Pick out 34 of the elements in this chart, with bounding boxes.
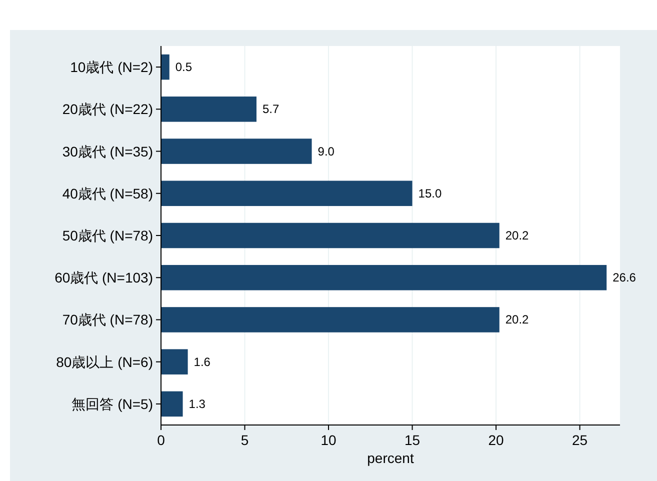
- y-tick-label: 無回答 (N=5): [72, 396, 153, 412]
- x-tick-label: 5: [240, 432, 249, 448]
- y-tick-label: 10歳代 (N=2): [70, 59, 153, 76]
- data-label: 26.6: [612, 270, 636, 285]
- y-tick-label: 80歳以上 (N=6): [56, 354, 153, 370]
- bar: [161, 54, 170, 80]
- x-tick-label: 10: [320, 432, 337, 448]
- bar: [161, 138, 312, 164]
- data-label: 1.6: [194, 354, 211, 369]
- data-label: 5.7: [262, 102, 280, 116]
- data-label: 15.0: [418, 186, 442, 200]
- x-tick-label: 0: [157, 432, 166, 448]
- x-tick-label: 20: [488, 432, 504, 448]
- bar: [161, 307, 500, 332]
- x-tick-label: 25: [572, 432, 588, 448]
- x-tick-label: 15: [404, 432, 420, 448]
- y-tick-label: 20歳代 (N=22): [62, 101, 153, 118]
- bar: [161, 391, 183, 417]
- bar: [161, 349, 188, 374]
- y-tick-label: 30歳代 (N=35): [62, 143, 153, 160]
- bar: [161, 96, 256, 122]
- data-label: 1.3: [188, 396, 206, 411]
- bar: [161, 264, 607, 290]
- y-tick-label: 70歳代 (N=78): [62, 312, 153, 328]
- bar: [161, 222, 500, 248]
- bar: [161, 180, 412, 206]
- y-tick-label: 50歳代 (N=78): [62, 228, 153, 244]
- data-label: 0.5: [175, 60, 192, 74]
- x-axis-title: percent: [367, 450, 414, 466]
- data-label: 20.2: [505, 228, 530, 242]
- y-tick-label: 60歳代 (N=103): [54, 270, 153, 286]
- data-label: 20.2: [505, 312, 530, 327]
- y-tick-label: 40歳代 (N=58): [62, 185, 153, 202]
- data-label: 9.0: [318, 144, 335, 158]
